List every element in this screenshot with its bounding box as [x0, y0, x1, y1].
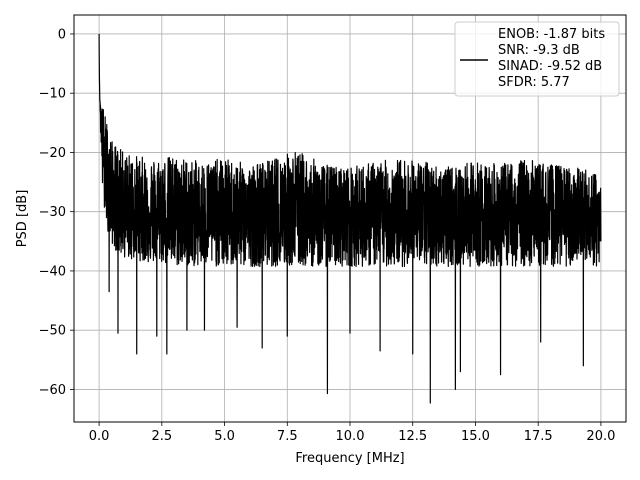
x-axis-label: Frequency [MHz]	[295, 451, 404, 466]
x-tick-label: 0.0	[89, 429, 110, 444]
y-tick-label: 0	[58, 27, 66, 42]
legend-text-line: SNR: -9.3 dB	[498, 43, 580, 58]
y-tick-label: −30	[39, 205, 66, 220]
x-tick-label: 12.5	[398, 429, 427, 444]
x-tick-label: 10.0	[336, 429, 365, 444]
x-tick-label: 15.0	[461, 429, 490, 444]
y-axis-label: PSD [dB]	[15, 190, 30, 248]
legend-box	[454, 21, 620, 97]
x-tick-label: 7.5	[277, 429, 298, 444]
y-tick-label: −20	[39, 146, 66, 161]
psd-series-line	[98, 33, 602, 404]
plot-area	[98, 33, 602, 404]
y-tick-label: −40	[39, 264, 66, 279]
x-tick-label: 17.5	[524, 429, 553, 444]
y-tick-label: −50	[39, 324, 66, 339]
legend-text-line: ENOB: -1.87 bits	[498, 27, 605, 42]
y-tick-label: −60	[39, 383, 66, 398]
legend-text-line: SFDR: 5.77	[498, 75, 570, 90]
y-tick-label: −10	[39, 87, 66, 102]
x-axis-ticks: 0.0 2.5 5.0 7.5 10.0 12.5 15.0 17.5 20.0	[89, 422, 615, 444]
x-tick-label: 20.0	[586, 429, 615, 444]
x-tick-label: 2.5	[151, 429, 172, 444]
x-tick-label: 5.0	[214, 429, 235, 444]
y-axis-ticks: 0 −10 −20 −30 −40 −50 −60	[39, 27, 74, 398]
legend-text-line: SINAD: -9.52 dB	[498, 59, 602, 74]
